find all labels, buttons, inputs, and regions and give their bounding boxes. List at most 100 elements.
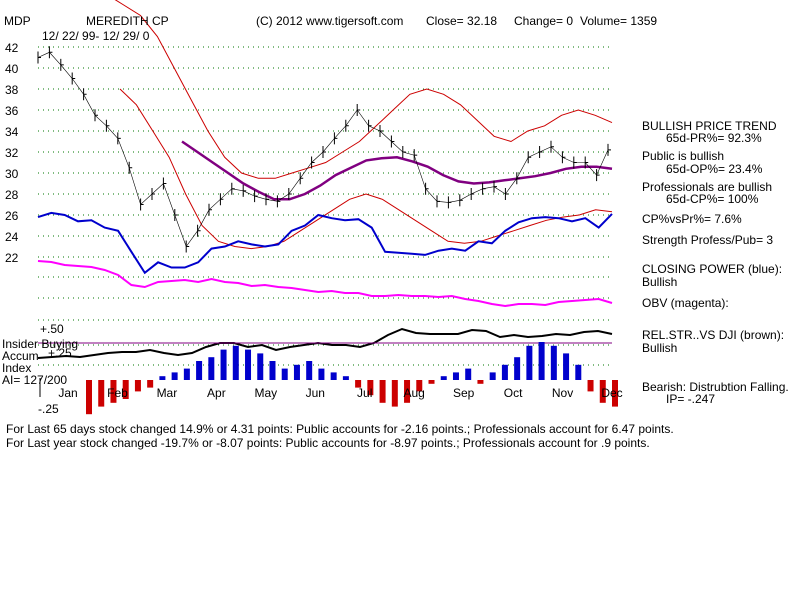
price-tick-label: 42	[5, 41, 19, 55]
accum-bar	[122, 380, 129, 399]
accum-tick-label: -.25	[38, 402, 59, 416]
accum-bar	[208, 357, 215, 380]
footer-65day: For Last 65 days stock changed 14.9% or …	[6, 422, 674, 436]
bearish-label: Bearish: Distrubtion Falling.	[642, 380, 789, 394]
accum-bar	[575, 364, 582, 380]
accum-bar	[612, 380, 618, 407]
accum-bar	[355, 380, 362, 388]
accum-bar	[245, 349, 252, 380]
accum-bar	[183, 368, 190, 380]
relstr-line	[37, 327, 613, 359]
obv-label: OBV (magenta):	[642, 296, 729, 310]
lower-band-line	[119, 88, 613, 250]
accum-bar	[526, 345, 533, 380]
accum-bar	[514, 357, 521, 380]
month-label: Oct	[504, 386, 523, 400]
price-tick-label: 34	[5, 125, 19, 139]
public-status: Public is bullish	[642, 149, 725, 163]
month-label: Sep	[453, 386, 475, 400]
accum-bar	[563, 353, 570, 380]
company-name: MEREDITH CP	[86, 14, 169, 28]
closing-power-label: CLOSING POWER (blue):	[642, 262, 783, 276]
ticker-symbol: MDP	[4, 14, 31, 28]
accum-bar	[306, 361, 313, 380]
accum-bar	[171, 372, 178, 380]
accum-tick-label: +.50	[40, 322, 64, 336]
price-tick-label: 38	[5, 83, 19, 97]
price-tick-label: 24	[5, 230, 19, 244]
accum-bar	[86, 380, 92, 415]
price-tick-label: 30	[5, 167, 19, 181]
month-label: Mar	[157, 386, 178, 400]
pr-value: 65d-PR%= 92.3%	[666, 131, 762, 145]
accum-bar	[159, 376, 166, 380]
accum-bar	[440, 376, 447, 380]
moving-average-line	[181, 140, 613, 201]
trend-title: BULLISH PRICE TREND	[642, 119, 777, 133]
accum-bar	[501, 364, 508, 380]
accum-bar	[404, 380, 411, 403]
accum-bar	[538, 342, 545, 380]
price-tick-label: 32	[5, 146, 19, 160]
footer-year: For Last year stock changed -19.7% or -8…	[6, 436, 650, 450]
accum-title: Insider Buying	[2, 337, 78, 351]
accum-bar	[342, 376, 349, 380]
ip-value: IP= -.247	[666, 392, 716, 406]
accum-title: Accum	[2, 349, 39, 363]
professionals-status: Professionals are bullish	[642, 180, 773, 194]
accum-bar	[257, 353, 264, 380]
close-value: Close= 32.18	[426, 14, 498, 28]
accum-bar	[367, 380, 374, 396]
accum-bar	[477, 380, 484, 384]
accum-bar	[220, 349, 227, 380]
cp-value: 65d-CP%= 100%	[666, 192, 759, 206]
strength-ratio: Strength Profess/Pub= 3	[642, 233, 774, 247]
accum-bar	[330, 372, 337, 380]
price-tick-label: 26	[5, 209, 19, 223]
month-label: Feb	[107, 386, 128, 400]
month-label: May	[254, 386, 277, 400]
accum-tick-label: +.25	[48, 346, 72, 360]
month-label: Jul	[357, 386, 372, 400]
price-tick-label: 40	[5, 62, 19, 76]
volume-value: Volume= 1359	[580, 14, 658, 28]
accum-bar	[452, 372, 459, 380]
accum-bar	[489, 372, 496, 380]
accum-bar	[599, 380, 606, 403]
accum-bar	[147, 380, 154, 388]
accum-bar	[110, 380, 117, 403]
accum-bar	[281, 368, 288, 380]
accum-bar	[465, 368, 472, 380]
relstr-value: Bullish	[642, 341, 678, 355]
obv-line	[37, 260, 613, 308]
accum-bar	[428, 380, 435, 384]
relstr-label: REL.STR..VS DJI (brown):	[642, 328, 785, 342]
closing-power-value: Bullish	[642, 275, 678, 289]
accum-bar	[232, 345, 239, 380]
accum-bar	[587, 380, 594, 392]
month-label: Apr	[207, 386, 226, 400]
cp-vs-pr: CP%vsPr%= 7.6%	[642, 212, 742, 226]
month-label: Aug	[404, 386, 425, 400]
closing-power-line	[37, 211, 613, 275]
date-range: 12/ 22/ 99- 12/ 29/ 0	[42, 29, 150, 43]
ai-label: AI= 127/200	[2, 373, 67, 387]
accum-bar	[98, 380, 105, 407]
op-value: 65d-OP%= 23.4%	[666, 162, 763, 176]
accum-bar	[196, 361, 203, 380]
month-label: Jan	[58, 386, 77, 400]
accum-bar	[391, 380, 398, 407]
accum-bar	[379, 380, 386, 403]
price-tick-label: 22	[5, 251, 19, 265]
upper-band-line	[114, 0, 613, 179]
price-line	[37, 51, 609, 248]
accum-bar	[134, 380, 141, 392]
accum-title: Index	[2, 361, 31, 375]
copyright-text: (C) 2012 www.tigersoft.com	[256, 14, 404, 28]
accum-bar	[318, 368, 325, 380]
accum-bar	[293, 364, 300, 380]
month-label: Jun	[306, 386, 325, 400]
price-tick-label: 28	[5, 188, 19, 202]
